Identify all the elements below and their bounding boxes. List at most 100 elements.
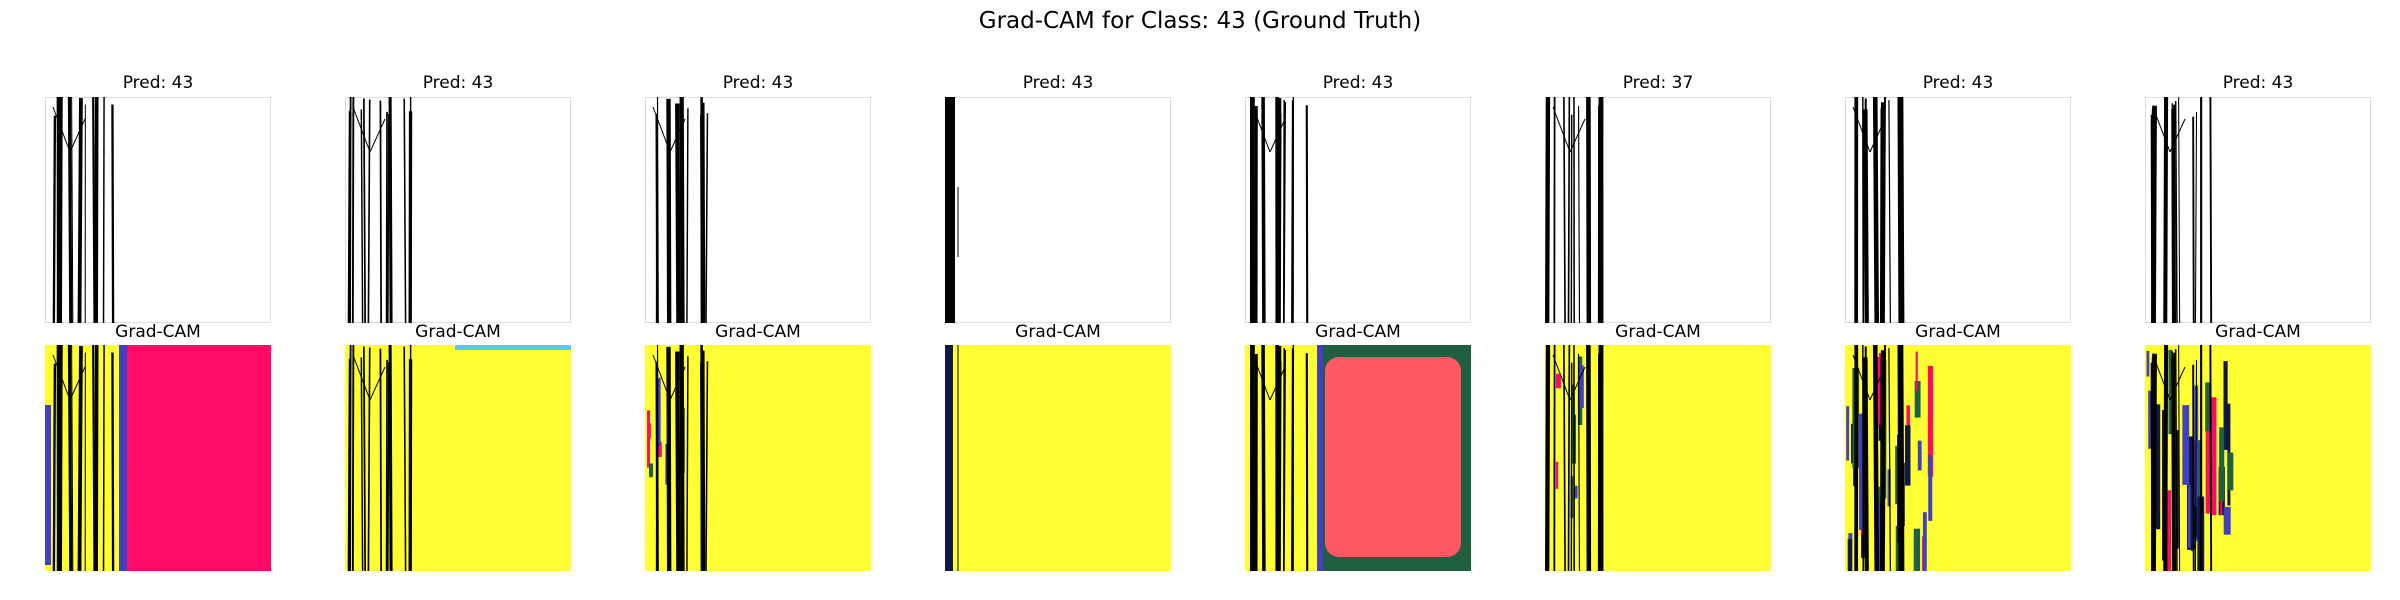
gradcam-title: Grad-CAM [2145, 321, 2371, 343]
pen-stroke [679, 345, 685, 571]
prediction-title: Pred: 37 [1622, 73, 1694, 93]
pen-stroke [69, 366, 86, 401]
heat-region [945, 345, 953, 571]
heat-region [2227, 452, 2234, 491]
input-image-canvas [945, 97, 1171, 323]
pen-stroke [52, 354, 71, 401]
input-image [1845, 97, 2071, 323]
pen-stroke [67, 97, 73, 323]
heat-region [455, 345, 571, 350]
gradcam-heatmap [2145, 345, 2371, 571]
pen-stroke [2163, 97, 2169, 323]
pen-stroke [2178, 345, 2181, 571]
pen-stroke [2152, 106, 2171, 153]
prediction-title: Pred: 43 [122, 73, 194, 93]
pen-stroke [679, 97, 685, 323]
pen-stroke [360, 357, 364, 571]
pen-stroke [69, 118, 86, 153]
heat-region [647, 410, 650, 468]
heat-region [1913, 528, 1921, 571]
pen-stroke [1862, 358, 1865, 571]
pen-stroke [379, 348, 382, 571]
input-image-canvas [345, 97, 571, 323]
heat-region [1574, 485, 1578, 499]
pen-stroke [669, 118, 686, 153]
input-image-canvas [45, 97, 271, 323]
pen-stroke [1261, 97, 1266, 323]
heat-region [1887, 469, 1891, 507]
pen-stroke [52, 115, 57, 323]
pen-stroke [1888, 348, 1891, 571]
pen-stroke [686, 356, 689, 571]
heat-region [1555, 461, 1559, 489]
pen-stroke [1279, 361, 1282, 571]
heat-region [2154, 404, 2161, 530]
pen-stroke [1563, 97, 1566, 323]
gradcam-heatmap [645, 345, 871, 571]
heat-region [1847, 539, 1853, 571]
pen-stroke [1269, 118, 1286, 153]
heat-region [1927, 365, 1934, 477]
input-image [645, 97, 871, 323]
prediction-title: Pred: 43 [722, 73, 794, 93]
heat-region [1846, 406, 1850, 461]
pen-stroke [367, 99, 371, 323]
pen-stroke [77, 346, 83, 571]
heat-region [648, 423, 651, 439]
pen-stroke [1252, 354, 1271, 401]
input-image-canvas [1845, 97, 2071, 323]
pen-stroke [351, 97, 355, 323]
input-image [345, 97, 571, 323]
pen-stroke [71, 345, 74, 571]
pen-stroke [367, 347, 371, 571]
pen-stroke [675, 351, 681, 571]
heat-region [1325, 357, 1461, 557]
pen-stroke [2173, 104, 2177, 323]
pen-stroke [666, 98, 672, 323]
heat-region [2168, 349, 2173, 435]
pen-stroke [369, 118, 386, 153]
pen-stroke [60, 97, 63, 323]
heat-region [2205, 382, 2211, 432]
pen-stroke [1882, 97, 1886, 323]
prediction-title: Pred: 43 [422, 73, 494, 93]
pen-stroke [347, 358, 351, 571]
input-image [1245, 97, 1471, 323]
pen-stroke [2192, 116, 2195, 323]
pen-stroke [379, 100, 382, 323]
gradcam-title: Grad-CAM [115, 322, 201, 342]
prediction-title: Pred: 43 [1022, 73, 1094, 93]
pen-stroke [1855, 345, 1859, 571]
prediction-title: Pred: 43 [1845, 72, 2071, 94]
pen-stroke [2209, 97, 2213, 323]
pen-stroke [656, 97, 659, 323]
pen-stroke [1872, 345, 1879, 571]
pen-stroke [403, 98, 407, 323]
pen-stroke [1567, 97, 1571, 323]
heat-region [2223, 506, 2231, 535]
heat-region [1906, 405, 1910, 430]
gradcam-title: Grad-CAM [415, 322, 501, 342]
pen-stroke [675, 103, 681, 323]
pen-stroke [352, 354, 371, 401]
pen-stroke [347, 110, 351, 323]
pen-stroke [94, 359, 98, 571]
pen-stroke [403, 346, 407, 571]
pen-stroke [705, 361, 709, 571]
pen-stroke [60, 345, 63, 571]
pen-stroke [1577, 106, 1581, 323]
pen-stroke [352, 106, 371, 153]
prediction-title: Pred: 43 [1322, 73, 1394, 93]
gradcam-canvas [1245, 345, 1471, 571]
pen-stroke [1882, 345, 1886, 571]
heat-region [1556, 373, 1561, 389]
pen-stroke [1869, 118, 1886, 153]
pen-stroke [666, 346, 672, 571]
heat-region [656, 441, 662, 458]
gradcam-title: Grad-CAM [715, 322, 801, 342]
heat-region [1917, 440, 1922, 471]
heat-region [1914, 380, 1921, 418]
heat-region [2175, 430, 2179, 549]
pen-stroke [2163, 345, 2169, 571]
heat-region [2223, 361, 2228, 450]
